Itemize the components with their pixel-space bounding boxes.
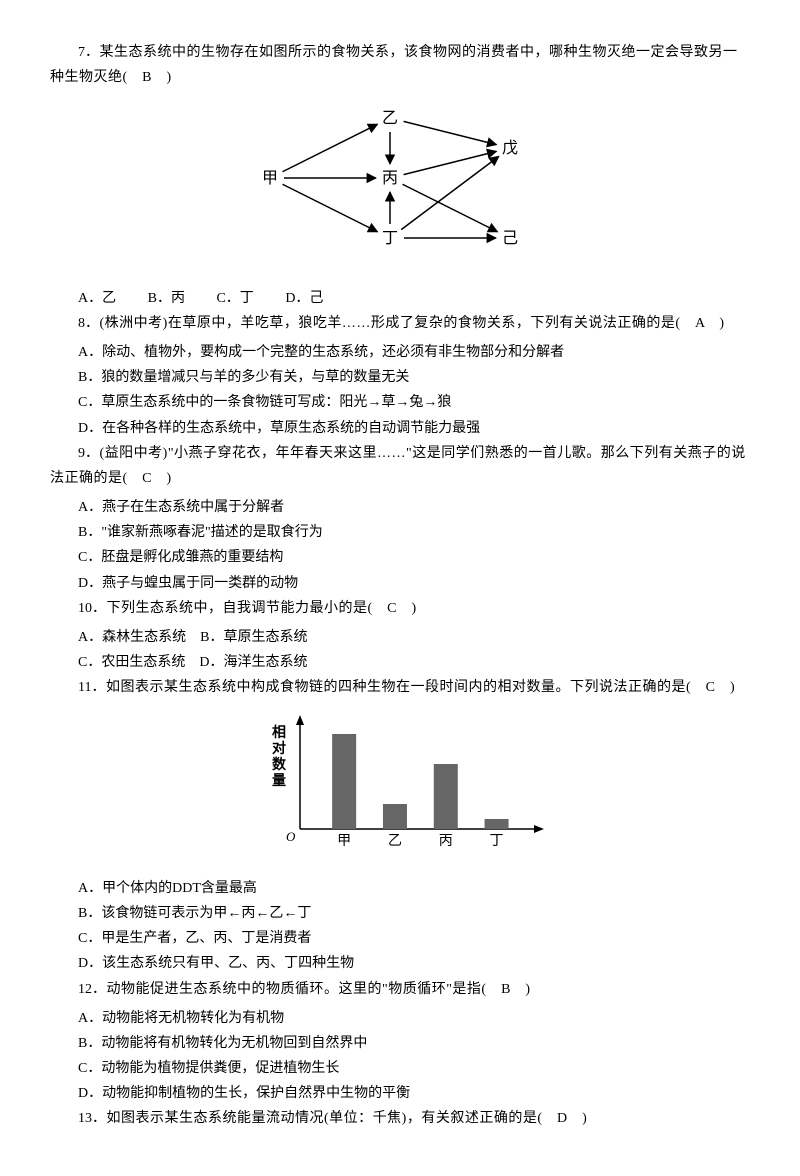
q10-line2: C．农田生态系统 D．海洋生态系统 [78, 650, 750, 675]
q12-text: ．动物能促进生态系统中的物质循环。这里的"物质循环"是指( B ) [92, 982, 531, 997]
q7-text: ．某生态系统中的生物存在如图所示的食物关系，该食物网的消费者中，哪种生物灭绝一定… [50, 45, 738, 85]
q9-A: A．燕子在生态系统中属于分解者 [78, 495, 750, 520]
question-13: 13．如图表示某生态系统能量流动情况(单位：千焦)，有关叙述正确的是( D ) [50, 1106, 750, 1131]
q13-num: 13 [78, 1111, 92, 1126]
q7-num: 7 [78, 45, 85, 60]
q11-A: A．甲个体内的DDT含量最高 [78, 876, 750, 901]
q11-B: B．该食物链可表示为甲←丙←乙←丁 [78, 901, 750, 926]
q12-D: D．动物能抑制植物的生长，保护自然界中生物的平衡 [78, 1081, 750, 1106]
svg-text:丙: 丙 [439, 834, 453, 849]
question-8: 8．(株洲中考)在草原中，羊吃草，狼吃羊……形成了复杂的食物关系，下列有关说法正… [50, 311, 750, 336]
q8-B: B．狼的数量增减只与羊的多少有关，与草的数量无关 [78, 365, 750, 390]
q7-D: D．己 [285, 291, 323, 306]
q12-C: C．动物能为植物提供粪便，促进植物生长 [78, 1056, 750, 1081]
q12-A: A．动物能将无机物转化为有机物 [78, 1006, 750, 1031]
svg-text:对: 对 [272, 740, 286, 757]
q7-A: A．乙 [78, 291, 116, 306]
svg-text:戊: 戊 [502, 139, 518, 157]
svg-text:相: 相 [272, 724, 286, 741]
q8-num: 8 [78, 316, 85, 331]
question-11: 11．如图表示某生态系统中构成食物链的四种生物在一段时间内的相对数量。下列说法正… [50, 675, 750, 700]
q9-D: D．燕子与蝗虫属于同一类群的动物 [78, 571, 750, 596]
q8-text: ．(株洲中考)在草原中，羊吃草，狼吃羊……形成了复杂的食物关系，下列有关说法正确… [85, 316, 724, 331]
q7-C: C．丁 [216, 291, 253, 306]
q8-C: C．草原生态系统中的一条食物链可写成：阳光→草→兔→狼 [78, 390, 750, 415]
svg-text:乙: 乙 [382, 110, 398, 127]
q11-chart: 相对数量 O 甲 乙 丙 丁 [50, 709, 750, 868]
svg-text:丁: 丁 [382, 230, 398, 247]
svg-text:甲: 甲 [337, 834, 351, 849]
svg-text:数: 数 [272, 756, 287, 773]
q11-text: ．如图表示某生态系统中构成食物链的四种生物在一段时间内的相对数量。下列说法正确的… [91, 680, 735, 695]
q9-C: C．胚盘是孵化成雏燕的重要结构 [78, 545, 750, 570]
question-10: 10．下列生态系统中，自我调节能力最小的是( C ) [50, 596, 750, 621]
svg-text:O: O [286, 829, 296, 844]
q8-A: A．除动、植物外，要构成一个完整的生态系统，还必须有非生物部分和分解者 [78, 340, 750, 365]
q7-diagram: 甲 乙丙丁 戊己 [50, 98, 750, 277]
q9-num: 9 [78, 446, 85, 461]
q10-text: ．下列生态系统中，自我调节能力最小的是( C ) [92, 601, 417, 616]
q11-D: D．该生态系统只有甲、乙、丙、丁四种生物 [78, 951, 750, 976]
q11-C: C．甲是生产者，乙、丙、丁是消费者 [78, 926, 750, 951]
q13-text: ．如图表示某生态系统能量流动情况(单位：千焦)，有关叙述正确的是( D ) [92, 1111, 587, 1126]
svg-text:乙: 乙 [388, 833, 402, 849]
q12-B: B．动物能将有机物转化为无机物回到自然界中 [78, 1031, 750, 1056]
svg-text:丙: 丙 [382, 170, 398, 187]
q11-num: 11 [78, 680, 91, 695]
svg-text:丁: 丁 [490, 834, 504, 849]
q9-text: ．(益阳中考)"小燕子穿花衣，年年春天来这里……"这是同学们熟悉的一首儿歌。那么… [50, 446, 746, 486]
q10-line1: A．森林生态系统 B．草原生态系统 [78, 625, 750, 650]
q12-num: 12 [78, 982, 92, 997]
question-12: 12．动物能促进生态系统中的物质循环。这里的"物质循环"是指( B ) [50, 977, 750, 1002]
svg-text:己: 己 [502, 230, 518, 247]
q7-options: A．乙 B．丙 C．丁 D．己 [78, 286, 750, 311]
question-9: 9．(益阳中考)"小燕子穿花衣，年年春天来这里……"这是同学们熟悉的一首儿歌。那… [50, 441, 750, 491]
question-7: 7．某生态系统中的生物存在如图所示的食物关系，该食物网的消费者中，哪种生物灭绝一… [50, 40, 750, 90]
q10-num: 10 [78, 601, 92, 616]
svg-text:甲: 甲 [262, 170, 278, 187]
q8-D: D．在各种各样的生态系统中，草原生态系统的自动调节能力最强 [78, 416, 750, 441]
q7-B: B．丙 [148, 291, 185, 306]
q9-B: B．"谁家新燕啄春泥"描述的是取食行为 [78, 520, 750, 545]
svg-text:量: 量 [272, 773, 286, 789]
